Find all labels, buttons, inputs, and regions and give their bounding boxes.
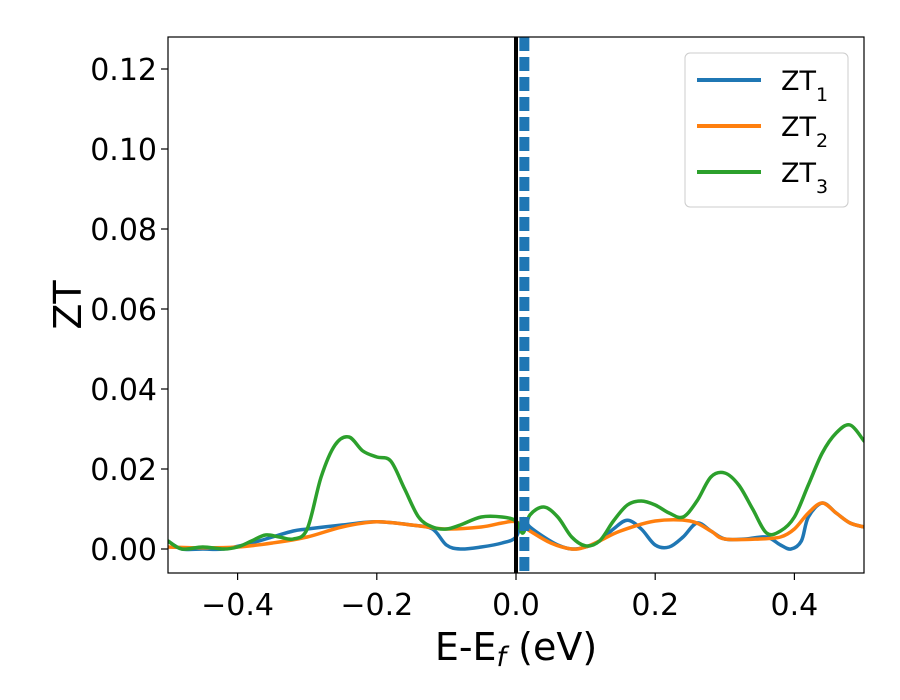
y-tick-label: 0.02 (90, 453, 157, 488)
legend-box (684, 52, 849, 208)
y-tick-label: 0.06 (90, 293, 157, 328)
reference-lines (514, 37, 530, 573)
y-tick-label: 0.10 (90, 133, 157, 168)
y-axis: 0.00 0.02 0.04 0.06 0.08 0.10 0.12 (90, 53, 168, 568)
series-line-zt2 (168, 501, 864, 551)
legend-label-zt1: ZT1 (781, 66, 828, 106)
legend-label-zt2: ZT2 (781, 112, 828, 152)
legend: ZT1 ZT2 ZT3 (684, 52, 849, 208)
x-tick-label: 0.0 (492, 588, 540, 623)
y-tick-label: 0.12 (90, 53, 157, 88)
y-tick-label: 0.08 (90, 213, 157, 248)
x-axis-label: E-Ef (eV) (435, 625, 597, 673)
x-tick-label: −0.4 (201, 588, 274, 623)
x-tick-label: 0.4 (771, 588, 819, 623)
x-tick-label: 0.2 (631, 588, 679, 623)
x-tick-label: −0.2 (340, 588, 413, 623)
y-tick-label: 0.04 (90, 373, 157, 408)
y-axis-label: ZT (46, 280, 90, 330)
legend-label-zt3: ZT3 (781, 158, 828, 198)
x-axis: −0.4 −0.2 0.0 0.2 0.4 (201, 573, 818, 623)
y-tick-label: 0.00 (90, 533, 157, 568)
